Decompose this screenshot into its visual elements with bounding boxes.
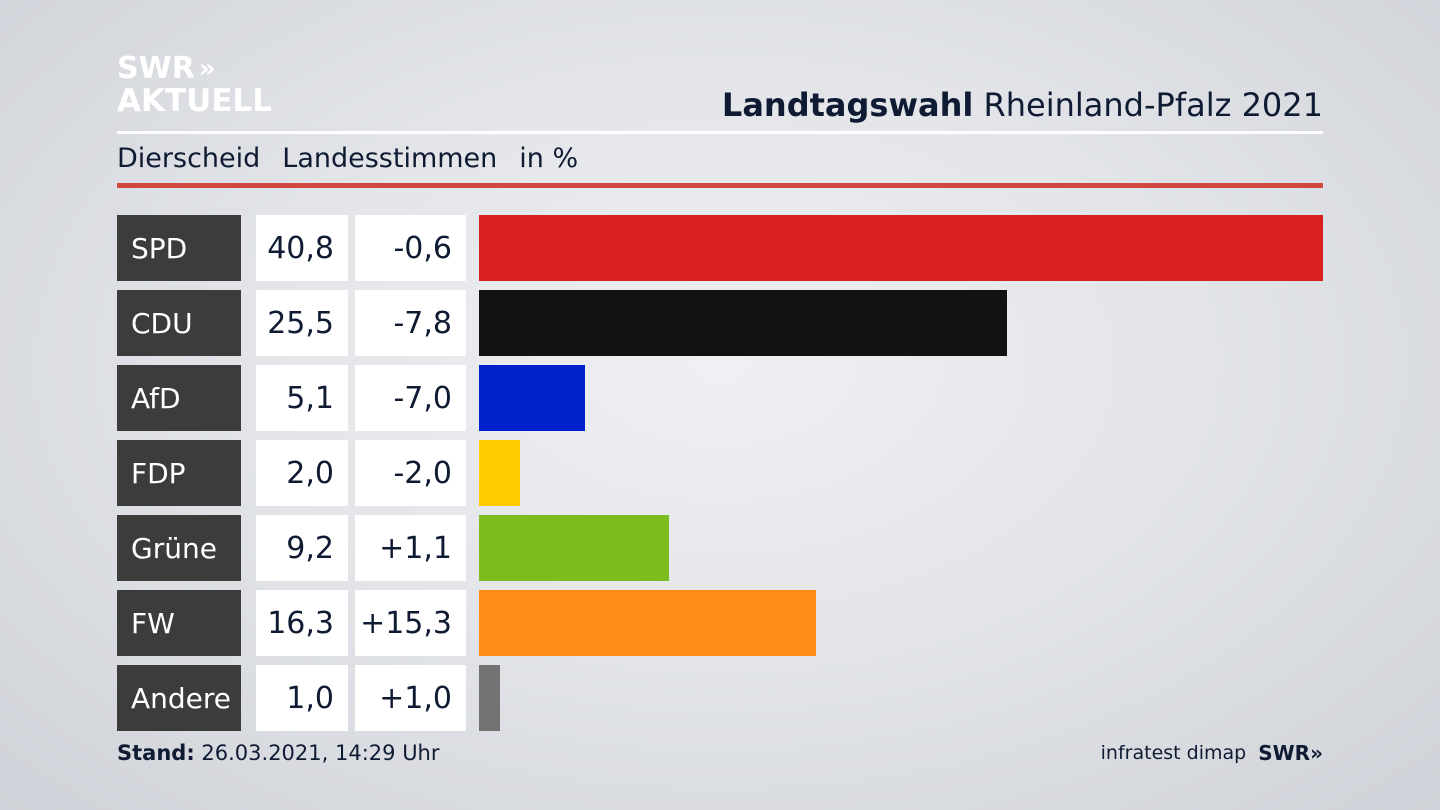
vote-change-value: -2,0 xyxy=(355,440,466,506)
subtitle-metric: Landesstimmen xyxy=(282,143,498,174)
vote-change-value: +15,3 xyxy=(355,590,466,656)
vote-share-value: 2,0 xyxy=(256,440,348,506)
party-label: SPD xyxy=(117,215,241,281)
footer-swr-logo: SWR» xyxy=(1258,741,1323,765)
vote-share-value: 16,3 xyxy=(256,590,348,656)
vote-change-value: +1,1 xyxy=(355,515,466,581)
subtitle-unit: in % xyxy=(519,143,579,174)
chart-row: FDP 2,0 -2,0 xyxy=(117,440,1323,506)
accent-divider xyxy=(117,183,1323,188)
chart-row: AfD 5,1 -7,0 xyxy=(117,365,1323,431)
chart-row: Grüne 9,2 +1,1 xyxy=(117,515,1323,581)
subtitle: Dierscheid Landesstimmen in % xyxy=(117,143,578,174)
page-title: Landtagswahl Rheinland-Pfalz 2021 xyxy=(722,86,1323,124)
result-bar xyxy=(479,590,816,656)
party-label: FDP xyxy=(117,440,241,506)
party-label: FW xyxy=(117,590,241,656)
result-bar xyxy=(479,440,520,506)
vote-share-value: 5,1 xyxy=(256,365,348,431)
party-label: Grüne xyxy=(117,515,241,581)
chart-row: Andere 1,0 +1,0 xyxy=(117,665,1323,731)
vote-change-value: +1,0 xyxy=(355,665,466,731)
stand-value: 26.03.2021, 14:29 Uhr xyxy=(201,741,440,765)
party-label: CDU xyxy=(117,290,241,356)
vote-change-value: -0,6 xyxy=(355,215,466,281)
result-bar xyxy=(479,665,500,731)
source-text: infratest dimap xyxy=(1100,742,1247,764)
title-divider xyxy=(117,131,1323,134)
result-bar xyxy=(479,215,1323,281)
vote-share-value: 1,0 xyxy=(256,665,348,731)
timestamp: Stand: 26.03.2021, 14:29 Uhr xyxy=(117,741,440,765)
vote-share-value: 9,2 xyxy=(256,515,348,581)
logo-chevron-icon: » xyxy=(198,54,216,84)
swr-aktuell-logo: SWR» AKTUELL xyxy=(117,54,272,117)
title-rest: Rheinland-Pfalz 2021 xyxy=(983,86,1323,124)
source-credit: infratest dimap SWR» xyxy=(1101,741,1323,765)
logo-swr-text: SWR xyxy=(117,51,195,86)
vote-share-value: 25,5 xyxy=(256,290,348,356)
subtitle-place: Dierscheid xyxy=(117,143,261,174)
result-bar xyxy=(479,515,669,581)
chart-row: CDU 25,5 -7,8 xyxy=(117,290,1323,356)
stand-label: Stand: xyxy=(117,741,195,765)
party-label: Andere xyxy=(117,665,241,731)
vote-change-value: -7,8 xyxy=(355,290,466,356)
logo-aktuell-text: AKTUELL xyxy=(117,83,273,119)
chart-row: SPD 40,8 -0,6 xyxy=(117,215,1323,281)
party-label: AfD xyxy=(117,365,241,431)
title-bold: Landtagswahl xyxy=(721,86,974,124)
vote-share-value: 40,8 xyxy=(256,215,348,281)
result-bar xyxy=(479,365,585,431)
chart-row: FW 16,3 +15,3 xyxy=(117,590,1323,656)
vote-change-value: -7,0 xyxy=(355,365,466,431)
result-bar xyxy=(479,290,1007,356)
